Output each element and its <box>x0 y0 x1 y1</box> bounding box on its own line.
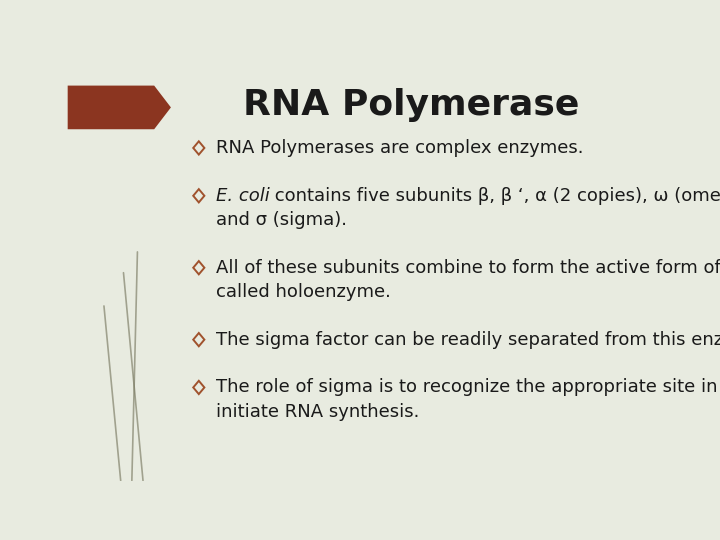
Text: contains five subunits β, β ‘, α (2 copies), ω (omega): contains five subunits β, β ‘, α (2 copi… <box>269 187 720 205</box>
Text: All of these subunits combine to form the active form of the so-: All of these subunits combine to form th… <box>215 259 720 276</box>
Text: RNA Polymerases are complex enzymes.: RNA Polymerases are complex enzymes. <box>215 139 583 157</box>
Text: E. coli: E. coli <box>215 187 269 205</box>
Text: and σ (sigma).: and σ (sigma). <box>215 211 346 229</box>
Text: The role of sigma is to recognize the appropriate site in DNA to: The role of sigma is to recognize the ap… <box>215 379 720 396</box>
Text: initiate RNA synthesis.: initiate RNA synthesis. <box>215 403 419 421</box>
Text: called holoenzyme.: called holoenzyme. <box>215 283 390 301</box>
Text: The sigma factor can be readily separated from this enzyme.: The sigma factor can be readily separate… <box>215 330 720 349</box>
Text: RNA Polymerase: RNA Polymerase <box>243 87 579 122</box>
Polygon shape <box>68 85 171 129</box>
